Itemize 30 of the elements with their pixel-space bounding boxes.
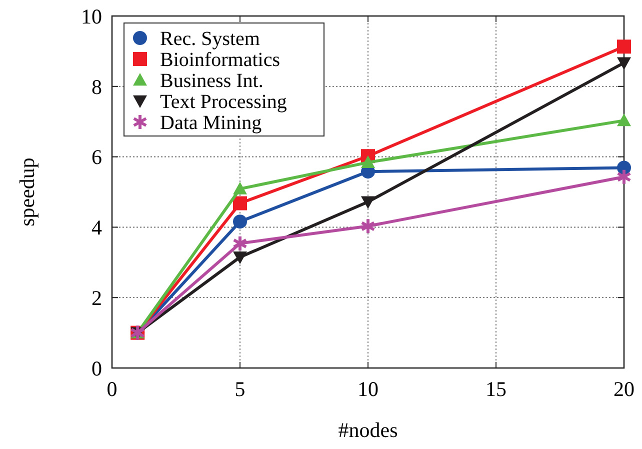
point (617, 40, 631, 54)
legend-label: Business Int. (160, 70, 264, 92)
x-tick-label: 5 (234, 377, 246, 401)
x-tick-label: 15 (486, 377, 506, 401)
y-tick-label: 4 (92, 216, 102, 240)
point (617, 114, 631, 126)
y-axis-title: speedup (15, 158, 39, 226)
point (233, 214, 247, 229)
y-tick-label: 2 (92, 286, 102, 310)
point (233, 182, 247, 194)
x-axis-title: #nodes (338, 418, 398, 442)
legend-label: Text Processing (160, 91, 287, 113)
y-tick-label: 0 (92, 356, 102, 380)
point (361, 155, 375, 168)
y-tick-label: 6 (92, 145, 102, 170)
x-tick-label: 20 (614, 377, 634, 401)
x-tick-label: 10 (358, 377, 378, 401)
point (361, 196, 375, 209)
y-tick-label: 10 (81, 4, 102, 28)
x-tick-label: 0 (106, 377, 118, 401)
legend-label: Rec. System (160, 28, 260, 50)
legend-label: Data Mining (160, 112, 262, 134)
legend-label: Bioinformatics (160, 49, 280, 71)
point (616, 168, 632, 186)
point (233, 196, 247, 210)
point (232, 234, 248, 252)
point (360, 218, 376, 235)
point (233, 252, 247, 264)
point (617, 57, 631, 70)
y-tick-label: 8 (92, 74, 102, 99)
